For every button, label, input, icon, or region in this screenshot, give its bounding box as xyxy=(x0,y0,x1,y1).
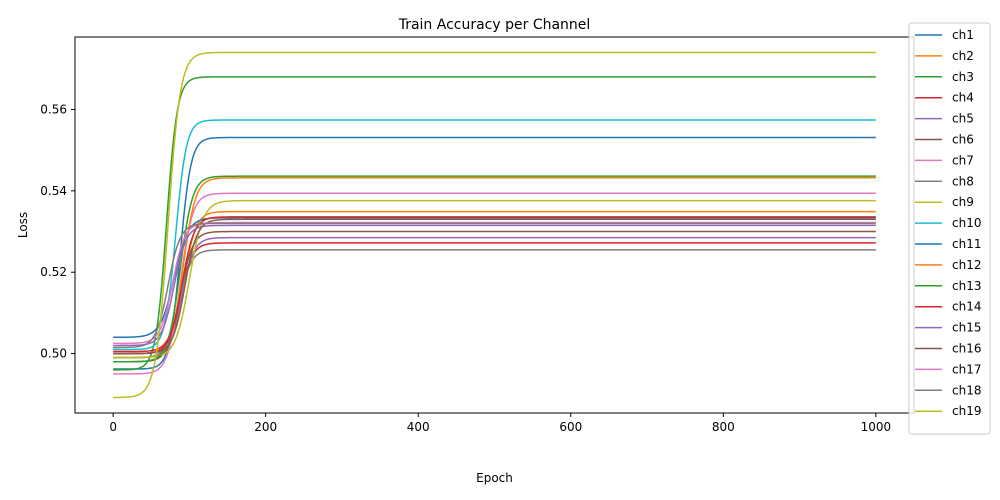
plot-lines xyxy=(113,52,876,397)
legend-label-ch14: ch14 xyxy=(952,300,981,314)
series-line-ch7 xyxy=(113,193,876,374)
legend-label-ch5: ch5 xyxy=(952,112,974,126)
y-tick-label: 0.50 xyxy=(40,347,67,361)
legend-label-ch17: ch17 xyxy=(952,362,981,376)
x-tick-label: 800 xyxy=(712,420,735,434)
series-line-ch9 xyxy=(113,201,876,358)
x-tick-label: 400 xyxy=(407,420,430,434)
y-tick-label: 0.52 xyxy=(40,265,67,279)
legend-label-ch10: ch10 xyxy=(952,216,981,230)
legend-label-ch6: ch6 xyxy=(952,133,974,147)
legend-label-ch7: ch7 xyxy=(952,153,974,167)
y-tick-label: 0.54 xyxy=(40,184,67,198)
y-axis-label: Loss xyxy=(16,212,30,238)
legend-label-ch1: ch1 xyxy=(952,28,974,42)
series-line-ch16 xyxy=(113,219,876,353)
legend: ch1 ch2 ch3 ch4 ch5 ch6 ch7 ch8 ch9 ch10 ch11 ch12 c… xyxy=(909,23,990,434)
series-line-ch1 xyxy=(113,138,876,370)
series-line-ch12 xyxy=(113,178,876,354)
legend-label-ch8: ch8 xyxy=(952,174,974,188)
x-tick-label: 200 xyxy=(254,420,277,434)
series-line-ch4 xyxy=(113,243,876,352)
series-line-ch2 xyxy=(113,212,876,358)
legend-label-ch4: ch4 xyxy=(952,91,974,105)
legend-label-ch19: ch19 xyxy=(952,404,981,418)
legend-label-ch3: ch3 xyxy=(952,70,974,84)
legend-label-ch13: ch13 xyxy=(952,279,981,293)
x-axis-label: Epoch xyxy=(476,471,513,485)
series-line-ch10 xyxy=(113,120,876,350)
series-line-ch8 xyxy=(113,250,876,358)
legend-label-ch18: ch18 xyxy=(952,383,981,397)
legend-label-ch2: ch2 xyxy=(952,49,974,63)
legend-label-ch16: ch16 xyxy=(952,342,981,356)
y-axis: 0.50 0.52 0.54 0.56 xyxy=(40,102,75,360)
x-axis: 0 200 400 600 800 1000 xyxy=(109,413,891,434)
series-line-ch5 xyxy=(113,238,876,354)
chart-title: Train Accuracy per Channel xyxy=(398,17,591,33)
series-line-ch6 xyxy=(113,232,876,362)
legend-label-ch12: ch12 xyxy=(952,258,981,272)
x-tick-label: 1000 xyxy=(861,420,892,434)
series-line-ch18 xyxy=(113,223,876,347)
legend-label-ch9: ch9 xyxy=(952,195,974,209)
series-line-ch17 xyxy=(113,223,876,344)
series-line-ch11 xyxy=(113,218,876,338)
legend-label-ch15: ch15 xyxy=(952,321,981,335)
legend-label-ch11: ch11 xyxy=(952,237,981,251)
x-tick-label: 600 xyxy=(559,420,582,434)
y-tick-label: 0.56 xyxy=(40,102,67,116)
x-tick-label: 0 xyxy=(109,420,117,434)
series-line-ch13 xyxy=(113,176,876,362)
